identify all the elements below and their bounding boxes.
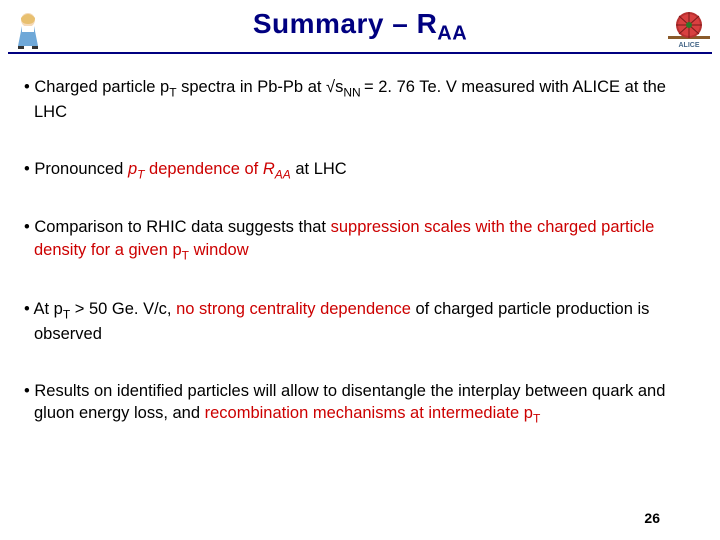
bullet-text-part: at LHC [291,160,347,178]
bullet-text-part: no strong centrality dependence [176,300,411,318]
bullet-text-part: T [182,249,189,263]
bullet-item: • Charged particle pT spectra in Pb-Pb a… [24,76,696,124]
bullet-item: • Results on identified particles will a… [24,380,696,428]
alice-character-icon [10,10,46,50]
slide: Summary – RAA ALICE • Charged particle p… [0,0,720,540]
bullet-text-part: recombination mechanisms at intermediate… [205,404,533,422]
svg-text:ALICE: ALICE [679,42,700,49]
title-rule [8,52,712,54]
bullet-item: • At pT > 50 Ge. V/c, no strong centrali… [24,298,696,346]
bullet-text-part: R [263,160,275,178]
bullet-text-part: spectra in Pb-Pb at √s [177,78,344,96]
bullet-text-part: • Comparison to RHIC data suggests that [24,218,331,236]
bullet-text-part: dependence of [144,160,262,178]
bullet-text-part: • At p [24,300,63,318]
slide-body: • Charged particle pT spectra in Pb-Pb a… [0,54,720,427]
bullet-item: • Comparison to RHIC data suggests that … [24,216,696,264]
bullet-item: • Pronounced pT dependence of RAA at LHC [24,158,696,183]
title-r: R [417,8,438,39]
slide-header: Summary – RAA ALICE [0,8,720,54]
bullet-text-part: T [533,412,540,426]
bullet-text-part: window [189,241,249,259]
slide-title: Summary – RAA [8,8,712,46]
bullet-text-part: NN [343,85,364,99]
alice-detector-icon: ALICE [666,10,712,50]
bullet-text-part: > 50 Ge. V/c, [70,300,176,318]
bullet-text-part: p [128,160,137,178]
bullet-text-part: T [169,85,176,99]
bullet-text-part: • Pronounced [24,160,128,178]
title-sub: AA [437,23,467,45]
title-prefix: Summary – [253,8,417,39]
page-number: 26 [644,510,660,526]
bullet-text-part: • Charged particle p [24,78,169,96]
bullet-text-part: AA [275,167,291,181]
